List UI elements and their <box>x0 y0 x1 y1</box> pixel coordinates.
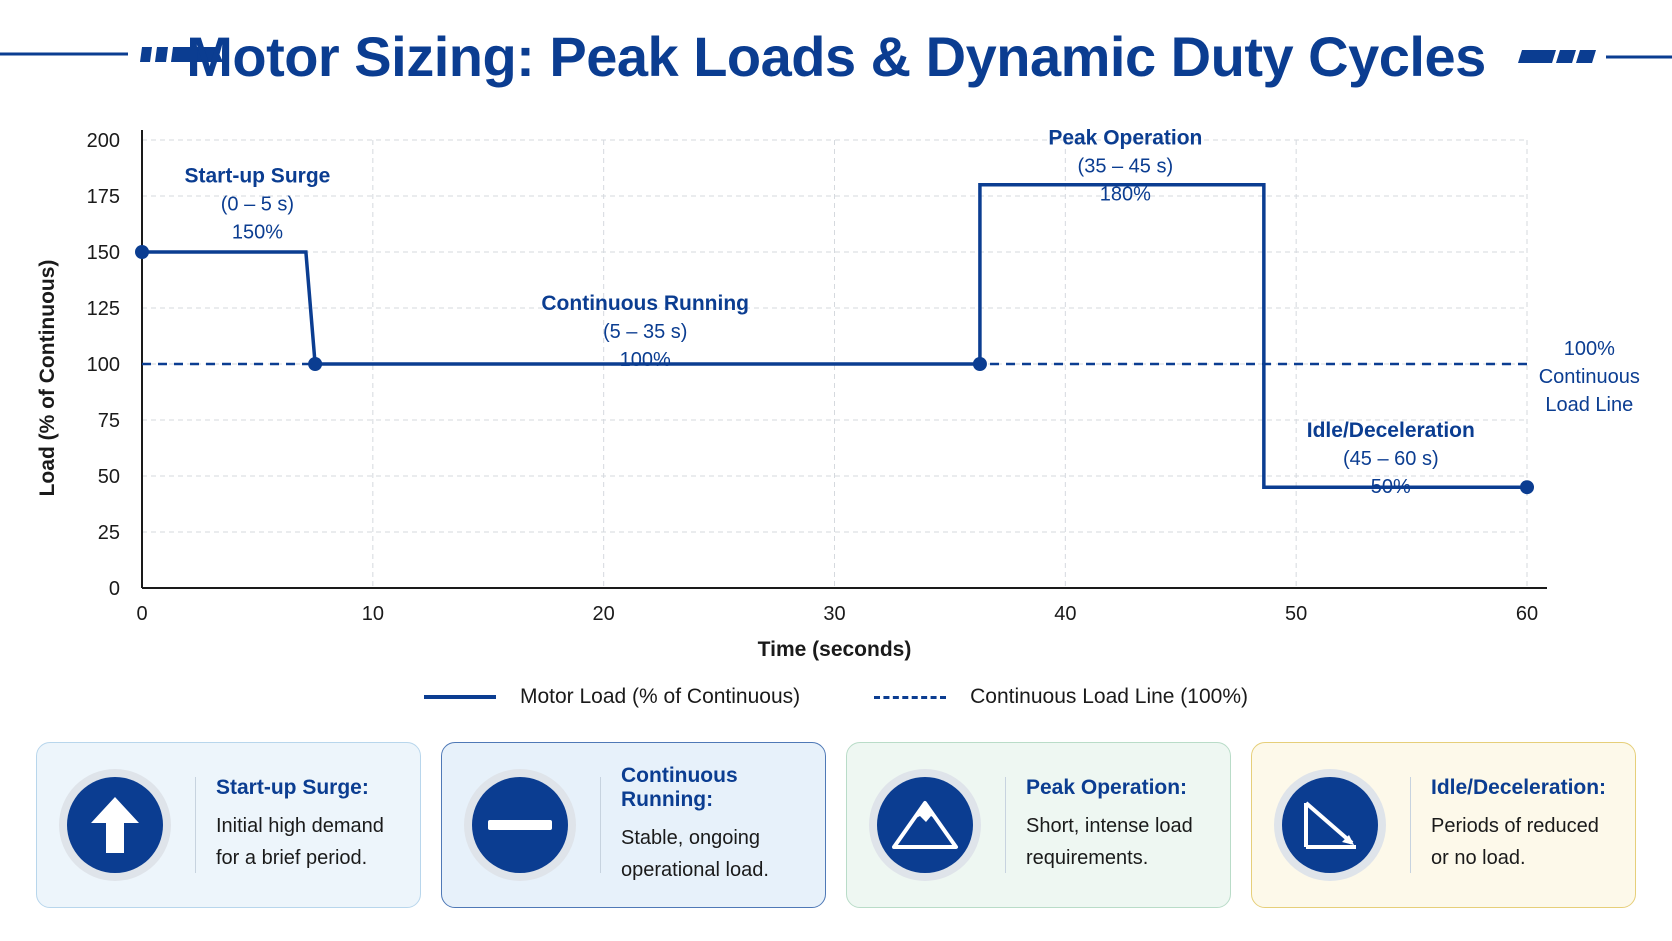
annotation-continuous-line: Continuous Running <box>541 292 749 315</box>
annotation-peak-line: (35 – 45 s) <box>1078 155 1174 177</box>
x-tick-label: 0 <box>136 603 147 625</box>
card-line-2: for a brief period. <box>216 847 368 869</box>
icon-ring <box>1274 769 1386 881</box>
card-line-2: operational load. <box>621 859 769 881</box>
title-decoration <box>0 47 1672 63</box>
annotation-cline-line: Load Line <box>1545 394 1633 416</box>
card-divider <box>1410 777 1411 873</box>
card-line-2: or no load. <box>1431 847 1526 869</box>
right-dash-3 <box>1576 50 1596 63</box>
card-text: Idle/Deceleration: Periods of reduced or… <box>1431 776 1606 874</box>
y-tick-label: 0 <box>109 578 120 600</box>
annotation-cline-line: Continuous <box>1539 366 1640 388</box>
card-peak-operation: Peak Operation: Short, intense load requ… <box>846 742 1231 908</box>
right-dash-2 <box>1556 50 1576 63</box>
icon-ring <box>869 769 981 881</box>
card-startup-surge: Start-up Surge: Initial high demand for … <box>36 742 421 908</box>
x-tick-label: 60 <box>1516 603 1538 625</box>
card-divider <box>600 777 601 873</box>
data-point-marker <box>972 357 987 371</box>
x-tick-label: 20 <box>593 603 615 625</box>
x-axis-label: Time (seconds) <box>758 638 912 661</box>
card-text: Continuous Running: Stable, ongoing oper… <box>621 764 825 886</box>
annotation-startup-line: Start-up Surge <box>184 165 330 188</box>
x-tick-label: 10 <box>362 603 384 625</box>
x-tick-label: 40 <box>1054 603 1076 625</box>
x-tick-label: 50 <box>1285 603 1307 625</box>
annotation-cline-line: 100% <box>1564 338 1615 360</box>
legend-swatch-dashed <box>874 695 947 699</box>
y-tick-label: 75 <box>98 410 120 432</box>
annotation-peak-line: Peak Operation <box>1048 126 1202 149</box>
card-divider <box>195 777 196 873</box>
legend-swatch-solid <box>423 695 496 699</box>
legend-label-motor-load: Motor Load (% of Continuous) <box>519 685 801 708</box>
icon-ring <box>464 769 576 881</box>
arrow-up-icon <box>67 777 163 873</box>
annotation-peak-line: 180% <box>1100 183 1151 205</box>
annotation-continuous-line: 100% <box>620 349 671 371</box>
right-dash-1 <box>1518 50 1556 63</box>
card-line-1: Stable, ongoing <box>621 827 761 849</box>
annotation-startup-line: 150% <box>232 222 283 244</box>
card-continuous-running: Continuous Running: Stable, ongoing oper… <box>441 742 826 908</box>
left-dash-1 <box>140 47 152 62</box>
phase-cards: Start-up Surge: Initial high demand for … <box>36 742 1636 908</box>
annotation-idle-line: Idle/Deceleration <box>1307 419 1475 442</box>
data-point-marker <box>308 357 323 371</box>
y-tick-label: 125 <box>87 298 120 320</box>
legend-item-continuous-line: Continuous Load Line (100%) <box>874 685 1248 709</box>
card-title: Idle/Deceleration: <box>1431 776 1607 799</box>
legend-label-continuous-line: Continuous Load Line (100%) <box>970 685 1249 708</box>
x-tick-label: 30 <box>823 603 845 625</box>
annotation-idle-line: 50% <box>1371 476 1411 498</box>
legend-item-motor-load: Motor Load (% of Continuous) <box>423 685 801 709</box>
y-axis-label: Load (% of Continuous) <box>36 260 59 497</box>
annotation-startup-line: (0 – 5 s) <box>221 194 294 216</box>
card-title: Continuous Running: <box>621 764 738 811</box>
data-point-marker <box>135 245 149 259</box>
annotation-idle-line: (45 – 60 s) <box>1343 448 1439 470</box>
y-tick-label: 50 <box>98 466 120 488</box>
chart-legend: Motor Load (% of Continuous) Continuous … <box>0 680 1672 714</box>
motor-load-line <box>142 183 1527 489</box>
card-line-1: Initial high demand <box>216 815 384 837</box>
y-tick-label: 200 <box>87 130 120 152</box>
y-tick-label: 150 <box>87 242 120 264</box>
horizontal-bar-icon <box>472 777 568 873</box>
card-body: Short, intense load requirements. <box>1026 810 1193 874</box>
card-line-1: Periods of reduced <box>1431 815 1599 837</box>
card-text: Start-up Surge: Initial high demand for … <box>216 776 384 874</box>
card-title: Start-up Surge: <box>216 776 369 799</box>
data-point-marker <box>1520 480 1534 495</box>
downward-slope-icon <box>1282 777 1378 873</box>
left-dash-3 <box>171 47 223 62</box>
load-chart: 0 10 20 30 40 50 60 0 25 50 75 100 125 150 175 200 Time … <box>36 126 1640 661</box>
card-body: Initial high demand for a brief period. <box>216 810 384 874</box>
card-idle-deceleration: Idle/Deceleration: Periods of reduced or… <box>1251 742 1636 908</box>
y-tick-label: 100 <box>87 354 120 376</box>
card-body: Stable, ongoing operational load. <box>621 822 825 886</box>
y-tick-label: 25 <box>98 522 120 544</box>
page-title: Motor Sizing: Peak Loads & Dynamic Duty … <box>186 25 1486 88</box>
card-line-1: Short, intense load <box>1026 815 1193 837</box>
y-tick-label: 175 <box>87 186 120 208</box>
card-divider <box>1005 777 1006 873</box>
card-text: Peak Operation: Short, intense load requ… <box>1026 776 1193 874</box>
card-title: Peak Operation: <box>1026 776 1188 799</box>
left-dash-2 <box>155 47 168 62</box>
annotation-continuous-line: (5 – 35 s) <box>603 321 687 343</box>
mountain-icon <box>877 777 973 873</box>
title-row: Motor Sizing: Peak Loads & Dynamic Duty … <box>0 0 1672 110</box>
card-body: Periods of reduced or no load. <box>1431 810 1606 874</box>
icon-ring <box>59 769 171 881</box>
card-line-2: requirements. <box>1026 847 1149 869</box>
